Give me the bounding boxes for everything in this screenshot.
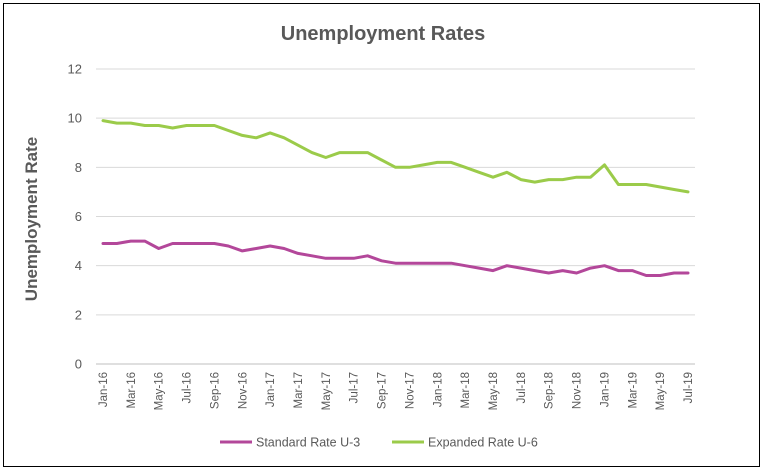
y-tick-label: 10 [68, 111, 82, 126]
series-line-2 [101, 119, 690, 194]
x-tick-label: May-16 [154, 372, 166, 410]
x-tick-label: May-19 [655, 372, 667, 410]
y-tick-label: 6 [75, 209, 82, 224]
y-tick-label: 4 [75, 258, 82, 273]
x-tick-label: Jul-19 [683, 372, 695, 403]
x-tick-label: Jan-18 [432, 372, 444, 407]
y-tick-label: 0 [75, 357, 82, 372]
series-line-1 [101, 239, 690, 277]
series-lines [101, 119, 690, 277]
x-tick-label: Sep-16 [209, 372, 221, 409]
x-tick-label: Mar-17 [293, 372, 305, 408]
legend-label-1: Standard Rate U-3 [256, 436, 360, 450]
x-tick-label: Jan-16 [98, 372, 110, 407]
x-tick-label: Jul-16 [182, 372, 194, 403]
chart-frame [3, 3, 760, 467]
x-tick-label: Jul-17 [349, 372, 361, 403]
x-tick-label: Mar-19 [627, 372, 639, 408]
y-tick-label: 2 [75, 307, 82, 322]
x-tick-label: May-17 [321, 372, 333, 410]
x-tick-label: Nov-18 [572, 372, 584, 409]
x-tick-label: Nov-17 [404, 372, 416, 409]
chart-title: Unemployment Rates [281, 23, 486, 45]
gridlines [96, 68, 695, 365]
x-tick-label: Mar-16 [126, 372, 138, 408]
x-tick-label: Jan-19 [599, 372, 611, 407]
y-axis-ticks: 0 2 4 6 8 10 12 [68, 62, 82, 372]
legend-label-2: Expanded Rate U-6 [428, 436, 538, 450]
x-tick-label: Jul-18 [516, 372, 528, 403]
x-axis-ticks: Jan-16 Mar-16 May-16 Jul-16 Sep-16 Nov-16 Jan-… [98, 372, 695, 410]
x-tick-label: Nov-16 [237, 372, 249, 409]
y-axis-label: Unemployment Rate [22, 137, 41, 301]
x-tick-label: Jan-17 [265, 372, 277, 407]
x-tick-label: Sep-17 [377, 372, 389, 409]
y-tick-label: 8 [75, 160, 82, 175]
x-tick-label: Sep-18 [544, 372, 556, 409]
y-tick-label: 12 [68, 62, 82, 77]
x-tick-label: Mar-18 [460, 372, 472, 408]
legend: Standard Rate U-3 Expanded Rate U-6 [220, 436, 538, 450]
x-tick-label: May-18 [488, 372, 500, 410]
